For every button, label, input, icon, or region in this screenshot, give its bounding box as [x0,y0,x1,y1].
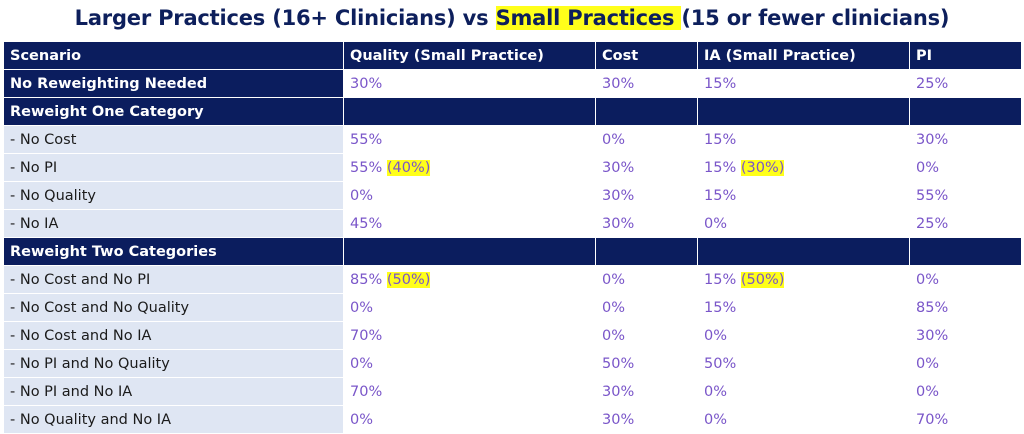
row-label: - No PI [3,153,344,182]
table-row: - No Cost 55% 0% 15% 30% [3,125,1022,154]
cost-cell: 0% [595,125,698,154]
section-blank [595,97,698,126]
table-row: No Reweighting Needed 30% 30% 15% 25% [3,69,1022,98]
pi-cell: 30% [909,321,1022,350]
row-label: - No PI and No Quality [3,349,344,378]
row-label: - No Cost and No IA [3,321,344,350]
ia-value: 15% [704,271,737,288]
cost-cell: 0% [595,265,698,294]
title-part-2: (15 or fewer clinicians) [681,6,950,30]
title-highlight: Small Practices [495,6,682,30]
pi-cell: 0% [909,349,1022,378]
table-row: - No Cost and No Quality 0% 0% 15% 85% [3,293,1022,322]
header-pi: PI [909,41,1022,70]
table-row: - No PI and No IA 70% 30% 0% 0% [3,377,1022,406]
pi-cell: 30% [909,125,1022,154]
quality-cell: 55% (40%) [343,153,596,182]
quality-cell: 85% (50%) [343,265,596,294]
table-row: - No Quality and No IA 0% 30% 0% 70% [3,405,1022,434]
header-scenario: Scenario [3,41,344,70]
ia-cell: 0% [697,405,910,434]
title-part-1: Larger Practices (16+ Clinicians) vs [74,6,496,30]
quality-cell: 0% [343,293,596,322]
pi-cell: 25% [909,209,1022,238]
cost-cell: 30% [595,405,698,434]
ia-cell: 15% [697,293,910,322]
table-row: - No Cost and No IA 70% 0% 0% 30% [3,321,1022,350]
small-practice-note: (40%) [386,159,431,176]
quality-value: 85% [350,271,383,288]
section-blank [343,237,596,266]
section-label: Reweight One Category [3,97,344,126]
quality-cell: 55% [343,125,596,154]
quality-cell: 0% [343,349,596,378]
header-cost: Cost [595,41,698,70]
ia-cell: 15% [697,125,910,154]
row-label: - No Cost and No Quality [3,293,344,322]
ia-cell: 15% (50%) [697,265,910,294]
row-label: - No IA [3,209,344,238]
quality-cell: 30% [343,69,596,98]
row-label: - No Cost [3,125,344,154]
row-label: - No Quality and No IA [3,405,344,434]
header-row: Scenario Quality (Small Practice) Cost I… [3,41,1022,70]
row-label: - No Quality [3,181,344,210]
header-ia: IA (Small Practice) [697,41,910,70]
ia-cell: 15% [697,69,910,98]
ia-cell: 0% [697,209,910,238]
section-blank [595,237,698,266]
quality-cell: 0% [343,181,596,210]
ia-cell: 15% [697,181,910,210]
quality-cell: 0% [343,405,596,434]
ia-cell: 0% [697,377,910,406]
cost-cell: 30% [595,153,698,182]
cost-cell: 30% [595,209,698,238]
cost-cell: 0% [595,321,698,350]
cost-cell: 30% [595,377,698,406]
section-blank [909,97,1022,126]
pi-cell: 55% [909,181,1022,210]
pi-cell: 25% [909,69,1022,98]
cost-cell: 0% [595,293,698,322]
small-practice-note: (50%) [386,271,431,288]
section-blank [697,97,910,126]
small-practice-note: (30%) [740,159,785,176]
section-label: Reweight Two Categories [3,237,344,266]
pi-cell: 0% [909,265,1022,294]
section-row: Reweight Two Categories [3,237,1022,266]
cost-cell: 50% [595,349,698,378]
section-blank [909,237,1022,266]
table-row: - No PI and No Quality 0% 50% 50% 0% [3,349,1022,378]
pi-cell: 85% [909,293,1022,322]
section-blank [343,97,596,126]
pi-cell: 0% [909,153,1022,182]
cost-cell: 30% [595,181,698,210]
ia-cell: 15% (30%) [697,153,910,182]
cost-cell: 30% [595,69,698,98]
section-row: Reweight One Category [3,97,1022,126]
quality-value: 55% [350,159,383,176]
reweighting-table: Scenario Quality (Small Practice) Cost I… [3,41,1022,434]
row-label: - No Cost and No PI [3,265,344,294]
section-blank [697,237,910,266]
small-practice-note: (50%) [740,271,785,288]
quality-cell: 70% [343,377,596,406]
table-row: - No Cost and No PI 85% (50%) 0% 15% (50… [3,265,1022,294]
ia-value: 15% [704,159,737,176]
page-title: Larger Practices (16+ Clinicians) vs Sma… [0,6,1024,30]
pi-cell: 0% [909,377,1022,406]
quality-cell: 45% [343,209,596,238]
row-label: No Reweighting Needed [3,69,344,98]
ia-cell: 50% [697,349,910,378]
pi-cell: 70% [909,405,1022,434]
table-row: - No Quality 0% 30% 15% 55% [3,181,1022,210]
table-row: - No PI 55% (40%) 30% 15% (30%) 0% [3,153,1022,182]
header-quality: Quality (Small Practice) [343,41,596,70]
row-label: - No PI and No IA [3,377,344,406]
table-row: - No IA 45% 30% 0% 25% [3,209,1022,238]
ia-cell: 0% [697,321,910,350]
quality-cell: 70% [343,321,596,350]
